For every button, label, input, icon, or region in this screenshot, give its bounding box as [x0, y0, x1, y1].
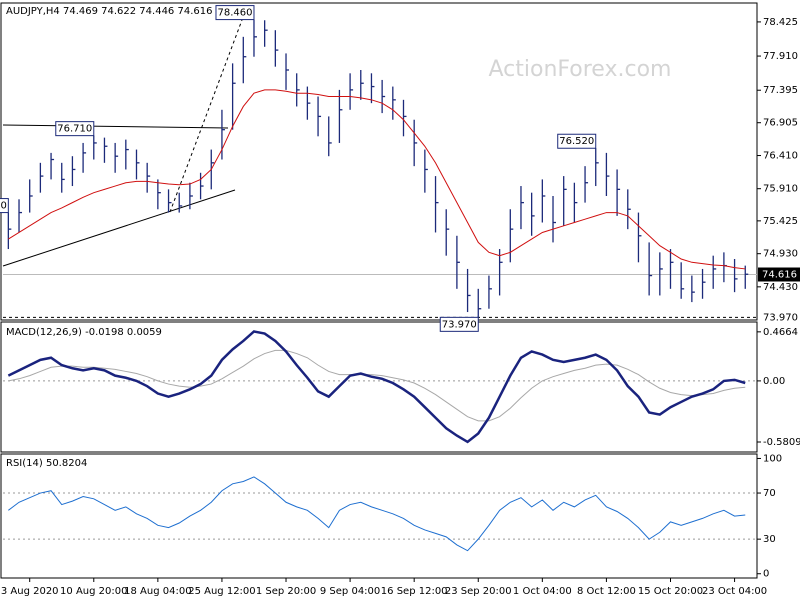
y-tick-label: -0.5809 — [763, 437, 800, 448]
y-tick-label: 100 — [763, 453, 782, 464]
x-tick-label: 18 Aug 04:00 — [124, 586, 191, 597]
rsi-panel — [0, 453, 758, 579]
x-tick-label: 10 Aug 20:00 — [60, 586, 127, 597]
x-tick-label: 8 Oct 12:00 — [577, 586, 636, 597]
annotation-box — [557, 133, 597, 149]
x-tick-label: 25 Aug 12:00 — [188, 586, 255, 597]
y-tick-label: 74.430 — [763, 282, 798, 293]
y-tick-label: 78.425 — [763, 17, 798, 28]
x-tick-label: 15 Oct 20:00 — [638, 586, 703, 597]
annotation-box — [55, 121, 95, 137]
annotation-label: 75.550 — [0, 201, 7, 212]
price-panel — [0, 2, 758, 321]
y-tick-label: 0.4664 — [763, 327, 798, 338]
annotation-label: 76.710 — [57, 124, 92, 135]
x-tick-label: 1 Oct 04:00 — [513, 586, 572, 597]
trend-line — [2, 124, 229, 129]
support-label: 73.970 — [763, 312, 798, 323]
x-tick-label: 3 Aug 2020 — [1, 586, 59, 597]
last-price-box — [758, 267, 800, 282]
y-tick-label: 0 — [763, 569, 769, 580]
x-tick-label: 16 Sep 12:00 — [381, 586, 448, 597]
macd-signal — [8, 349, 746, 422]
rsi-title: RSI(14) 50.8204 — [6, 458, 87, 469]
last-price-label: 74.616 — [762, 270, 797, 281]
macd-title: MACD(12,26,9) -0.0198 0.0059 — [6, 327, 162, 338]
x-tick-label: 1 Sep 20:00 — [256, 586, 316, 597]
watermark: ActionForex.com — [489, 57, 672, 82]
y-tick-label: 76.410 — [763, 151, 798, 162]
annotation-label: 76.520 — [559, 136, 594, 147]
trend-line — [169, 19, 243, 213]
annotation-box — [0, 198, 9, 214]
annotation-label: 78.460 — [217, 8, 252, 19]
annotation-label: 73.970 — [442, 319, 477, 330]
y-tick-label: 75.910 — [763, 184, 798, 195]
x-tick-label: 23 Sep 20:00 — [445, 586, 512, 597]
y-tick-label: 75.425 — [763, 216, 798, 227]
annotation-box — [215, 5, 255, 21]
y-tick-label: 76.905 — [763, 118, 798, 129]
moving-average — [8, 89, 746, 270]
macd-panel — [0, 321, 758, 453]
y-tick-label: 77.910 — [763, 51, 798, 62]
y-tick-label: 30 — [763, 534, 776, 545]
macd-main — [7, 330, 746, 444]
x-tick-label: 9 Sep 04:00 — [320, 586, 380, 597]
y-tick-label: 74.930 — [763, 249, 798, 260]
price-title: AUDJPY,H4 74.469 74.622 74.446 74.616 — [6, 6, 212, 17]
y-tick-label: 77.395 — [763, 85, 798, 96]
x-tick-label: 23 Oct 04:00 — [702, 586, 767, 597]
rsi-line — [8, 476, 746, 552]
trend-line — [2, 189, 236, 267]
y-tick-label: 70 — [763, 488, 776, 499]
y-tick-label: 0.00 — [763, 376, 785, 387]
annotation-box — [439, 316, 479, 332]
